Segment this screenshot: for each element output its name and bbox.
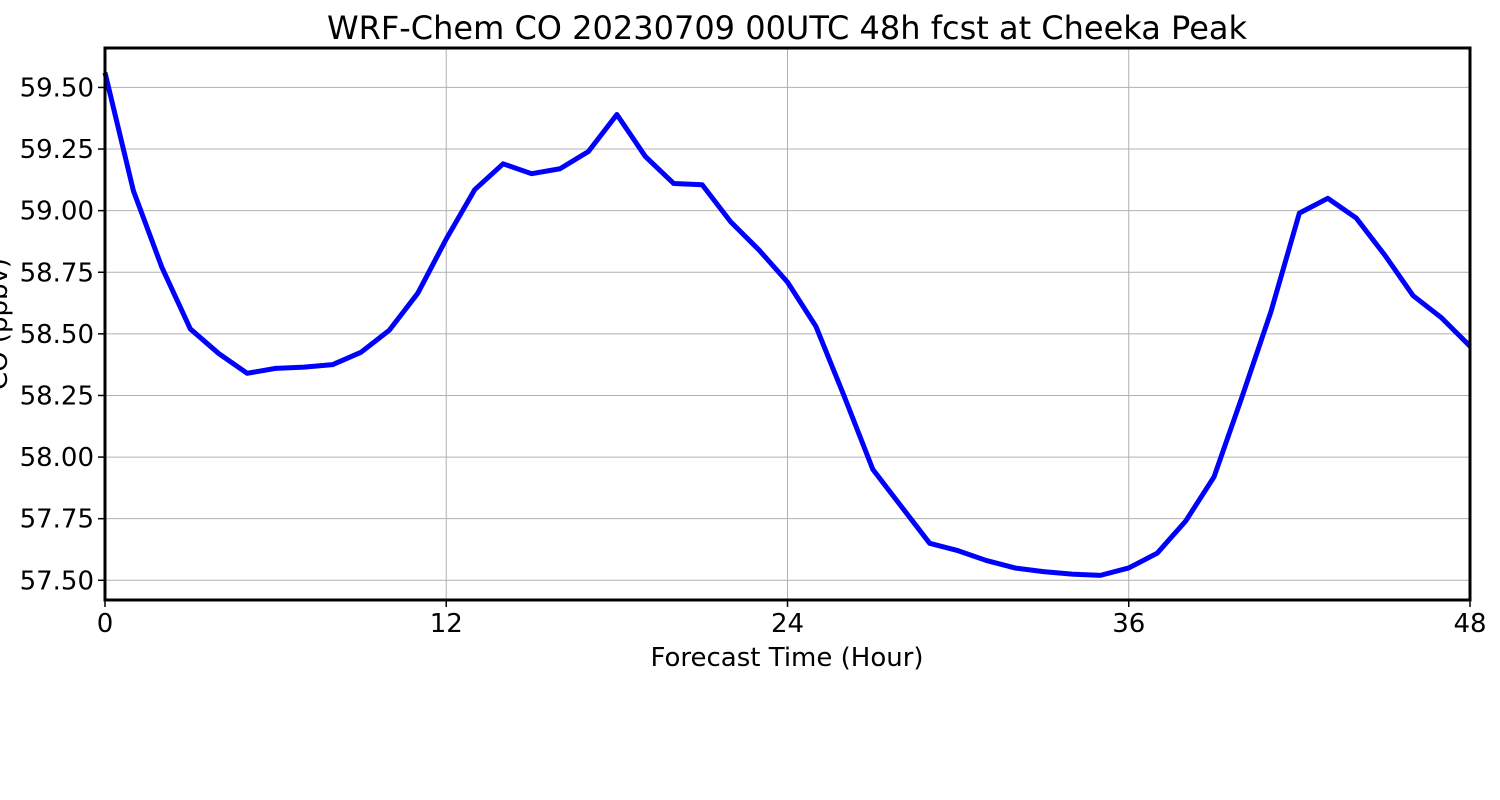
y-tick-label: 57.50 [20, 566, 94, 596]
y-tick-label: 59.50 [20, 73, 94, 103]
x-axis-title: Forecast Time (Hour) [650, 643, 923, 673]
x-tick-label: 12 [430, 609, 463, 639]
grid-lines [104, 48, 1471, 600]
co-series-line [102, 72, 1472, 578]
y-tick-label: 58.25 [20, 381, 94, 411]
x-tick-label: 48 [1453, 609, 1486, 639]
y-axis-ticks: 57.50 57.75 58.00 58.25 58.50 58.75 59.00 59.25… [20, 73, 105, 596]
x-axis-ticks: 0 12 24 36 48 [97, 600, 1487, 639]
y-axis-title: CO (ppbv) [0, 258, 14, 390]
y-tick-label: 59.00 [20, 197, 94, 227]
x-tick-label: 36 [1112, 609, 1145, 639]
y-tick-label: 57.75 [20, 505, 94, 535]
y-tick-label: 58.75 [20, 258, 94, 288]
y-tick-label: 58.00 [20, 443, 94, 473]
y-tick-label: 58.50 [20, 320, 94, 350]
x-tick-label: 24 [771, 609, 804, 639]
chart-title: WRF-Chem CO 20230709 00UTC 48h fcst at C… [327, 9, 1248, 47]
x-tick-label: 0 [97, 609, 114, 639]
y-tick-label: 59.25 [20, 135, 94, 165]
